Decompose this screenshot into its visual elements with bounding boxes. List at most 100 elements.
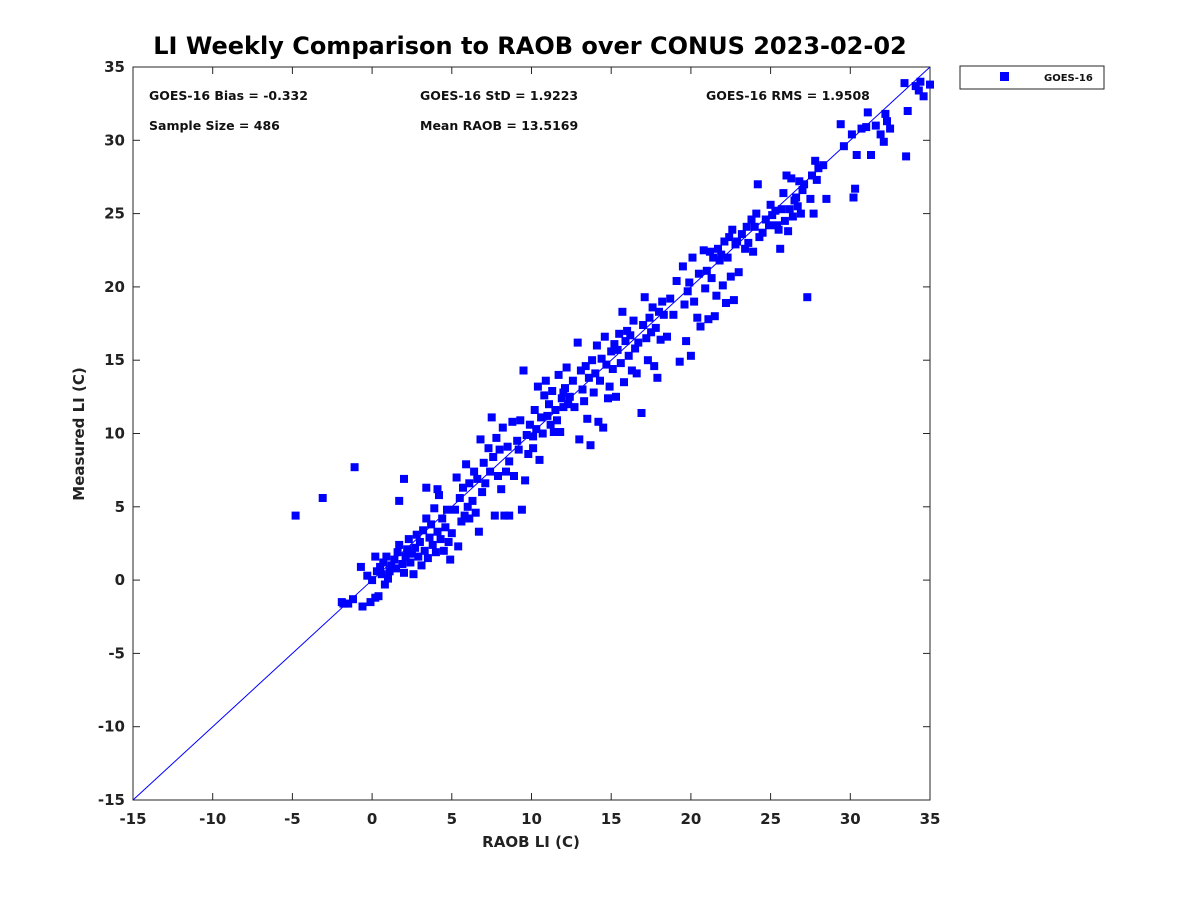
legend-box — [959, 65, 1105, 90]
axis-tick-labels: -15 -10 -5 0 5 10 15 20 25 30 35 -15 -10 -5 0 5 10 15 20 25… — [98, 58, 941, 828]
data-point — [337, 598, 346, 607]
data-point — [742, 222, 751, 231]
data-point — [371, 552, 380, 561]
data-point — [847, 130, 856, 139]
data-point — [857, 124, 866, 133]
data-point — [455, 494, 464, 502]
data-point — [541, 376, 550, 385]
data-point — [632, 369, 641, 378]
data-point — [380, 580, 389, 589]
data-point — [645, 313, 654, 322]
data-point — [900, 79, 909, 88]
data-point — [385, 567, 394, 576]
data-point — [812, 175, 821, 184]
data-point — [744, 238, 753, 247]
data-point — [696, 322, 705, 331]
data-point — [717, 250, 726, 259]
data-point — [808, 171, 816, 180]
data-point — [510, 472, 518, 480]
data-point — [356, 562, 365, 571]
data-point — [565, 392, 574, 401]
data-point — [411, 543, 420, 552]
data-point — [564, 400, 573, 409]
x-tick-label: -15 — [119, 810, 146, 828]
data-point — [771, 206, 780, 215]
data-point — [720, 237, 729, 246]
data-point — [879, 137, 888, 146]
data-point — [372, 567, 381, 576]
y-tick-label: 10 — [104, 425, 125, 443]
data-point — [836, 120, 845, 129]
data-point — [430, 504, 439, 513]
data-point — [706, 247, 714, 256]
data-point — [435, 491, 443, 500]
data-point — [350, 463, 359, 472]
x-tick-label: 15 — [601, 810, 622, 828]
data-point — [412, 530, 421, 539]
data-point — [525, 420, 534, 429]
data-point — [444, 538, 453, 546]
legend-marker-goes-16 — [1000, 72, 1009, 81]
data-point — [419, 526, 428, 535]
data-point — [580, 397, 589, 406]
data-point — [876, 130, 885, 139]
axis-ticks — [132, 66, 931, 801]
data-point — [627, 366, 636, 375]
data-point — [688, 253, 697, 262]
data-point — [591, 369, 600, 378]
data-point — [613, 345, 622, 354]
data-point — [390, 555, 399, 564]
data-point — [404, 535, 413, 544]
data-point — [559, 388, 568, 397]
x-tick-label: 25 — [760, 810, 781, 828]
x-tick-label: 20 — [680, 810, 701, 828]
y-tick-label: 0 — [115, 571, 125, 589]
data-point — [540, 391, 549, 400]
data-point — [529, 432, 538, 441]
data-point — [819, 161, 828, 170]
data-point — [465, 479, 474, 488]
data-point — [809, 209, 818, 218]
data-point — [403, 545, 412, 554]
data-point — [441, 523, 450, 532]
data-point — [693, 313, 702, 322]
data-point — [535, 455, 544, 464]
data-point — [728, 225, 737, 234]
y-tick-label: 30 — [104, 131, 125, 149]
data-point — [487, 413, 496, 422]
data-point — [420, 546, 429, 555]
data-point — [562, 363, 571, 372]
data-point — [318, 494, 327, 502]
data-point — [604, 394, 612, 403]
data-point — [427, 520, 436, 529]
x-tick-label: 5 — [447, 810, 457, 828]
data-point — [508, 417, 517, 426]
x-tick-label: 10 — [521, 810, 542, 828]
data-point — [758, 228, 767, 237]
data-point — [457, 517, 466, 526]
data-point — [699, 246, 708, 255]
data-point — [545, 400, 553, 409]
y-axis-label: Measured LI (C) — [70, 367, 88, 500]
data-point — [911, 82, 920, 91]
data-point — [639, 321, 648, 329]
data-point — [792, 193, 801, 202]
data-point — [497, 485, 506, 494]
data-point — [393, 548, 402, 557]
x-tick-label: -10 — [199, 810, 226, 828]
data-point — [549, 428, 558, 436]
data-point — [651, 323, 660, 332]
data-point — [592, 341, 601, 350]
data-point — [709, 253, 718, 262]
data-point — [484, 444, 493, 453]
data-point — [349, 595, 357, 604]
data-point — [675, 357, 684, 366]
data-point — [433, 527, 442, 536]
data-point — [363, 571, 372, 580]
chart-title: LI Weekly Comparison to RAOB over CONUS … — [153, 32, 906, 60]
data-point — [524, 450, 533, 458]
data-point — [602, 360, 611, 369]
data-point — [377, 570, 386, 579]
data-point — [502, 467, 510, 476]
x-tick-label: 0 — [367, 810, 377, 828]
